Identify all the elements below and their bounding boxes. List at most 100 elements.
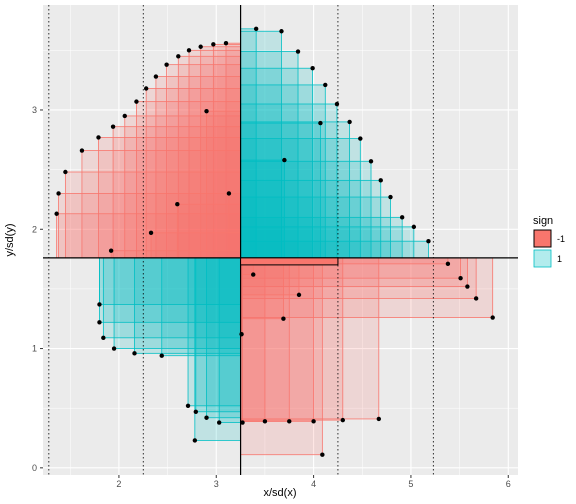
y-tick-label: 0 <box>32 463 37 473</box>
data-point <box>253 26 259 32</box>
data-point <box>159 353 164 358</box>
legend-label: -1 <box>557 234 565 244</box>
x-axis-title: x/sd(x) <box>264 487 297 499</box>
data-point <box>368 159 374 164</box>
data-point <box>204 108 209 114</box>
correlation-rect <box>240 138 361 259</box>
data-point <box>176 54 181 59</box>
data-point <box>216 420 222 425</box>
data-point <box>320 452 325 457</box>
y-axis-title: y/sd(y) <box>4 224 16 257</box>
y-axis: 0 1 2 3 <box>32 105 43 473</box>
data-point <box>54 211 59 216</box>
data-point <box>251 272 256 277</box>
data-point <box>490 315 495 320</box>
data-point <box>97 320 102 325</box>
y-tick-label: 1 <box>32 344 37 354</box>
data-point <box>134 99 139 104</box>
correlation-rect <box>240 67 314 259</box>
data-point <box>347 119 352 125</box>
data-point <box>239 332 244 337</box>
panel-background <box>43 5 518 475</box>
data-point <box>186 48 192 53</box>
legend-label: 1 <box>557 254 562 264</box>
x-tick-label: 6 <box>506 479 511 489</box>
data-point <box>111 346 117 351</box>
x-axis: 2 3 4 5 6 <box>116 475 511 489</box>
data-point <box>164 62 169 67</box>
correlation-rect <box>194 257 241 441</box>
x-tick-label: 2 <box>116 479 121 489</box>
data-point <box>310 66 315 71</box>
data-point <box>110 124 116 129</box>
correlation-rect <box>177 55 241 259</box>
data-point <box>458 275 463 281</box>
correlation-rect <box>206 257 241 419</box>
correlation-rect <box>150 232 241 259</box>
data-point <box>426 238 431 244</box>
data-point <box>340 417 345 423</box>
correlation-rect <box>240 159 285 259</box>
correlation-rect <box>98 137 241 259</box>
data-point <box>185 403 191 409</box>
data-point <box>311 419 316 424</box>
data-point <box>445 261 451 267</box>
data-point <box>79 148 85 153</box>
correlation-rect <box>212 43 241 259</box>
correlation-rect <box>240 216 403 259</box>
data-point <box>223 40 229 46</box>
data-point <box>399 215 405 220</box>
mean-sd-box <box>240 257 339 266</box>
data-point <box>193 409 199 414</box>
data-point <box>376 416 382 422</box>
x-tick-label: 5 <box>408 479 413 489</box>
correlation-rect <box>110 250 241 259</box>
correlation-rect <box>166 64 241 259</box>
y-tick-label: 3 <box>32 105 37 115</box>
data-point <box>323 82 328 88</box>
correlation-rect <box>240 257 494 318</box>
data-point <box>148 230 154 236</box>
legend-key <box>533 249 552 268</box>
data-point <box>262 419 268 424</box>
correlation-rect <box>187 257 241 407</box>
correlation-rect <box>240 179 382 259</box>
correlation-rect <box>240 257 284 320</box>
correlation-rect <box>240 84 326 259</box>
correlation-rect <box>240 30 282 259</box>
data-point <box>279 29 284 34</box>
correlation-rect <box>240 51 299 259</box>
data-point <box>334 101 340 107</box>
data-point <box>175 202 180 207</box>
correlation-rect <box>240 257 380 420</box>
data-point <box>153 74 159 79</box>
data-point <box>473 296 479 301</box>
correlation-rect <box>145 88 241 259</box>
correlation-rect <box>102 257 241 339</box>
correlation-rect <box>64 171 241 259</box>
data-point <box>132 351 137 356</box>
correlation-rect <box>195 257 241 413</box>
x-tick-label: 4 <box>311 479 316 489</box>
correlation-rect <box>240 160 372 259</box>
correlation-rect <box>240 122 321 259</box>
data-point <box>465 284 470 289</box>
data-point <box>411 224 417 230</box>
correlation-rect <box>240 257 266 422</box>
correlation-rect <box>240 103 338 259</box>
correlation-rect <box>240 121 351 259</box>
legend: sign -1 1 <box>533 215 565 268</box>
data-point <box>97 302 102 307</box>
data-point <box>296 292 302 298</box>
grid-minor <box>43 5 518 475</box>
correlation-rect <box>240 226 415 259</box>
correlation-rect <box>136 101 241 259</box>
correlation-rect <box>155 76 241 259</box>
data-point <box>295 49 301 54</box>
data-point <box>388 194 393 200</box>
data-point <box>378 178 383 183</box>
data-point <box>287 419 292 424</box>
data-point <box>56 191 61 196</box>
correlation-rect <box>240 257 323 456</box>
correlation-rect <box>200 46 241 259</box>
